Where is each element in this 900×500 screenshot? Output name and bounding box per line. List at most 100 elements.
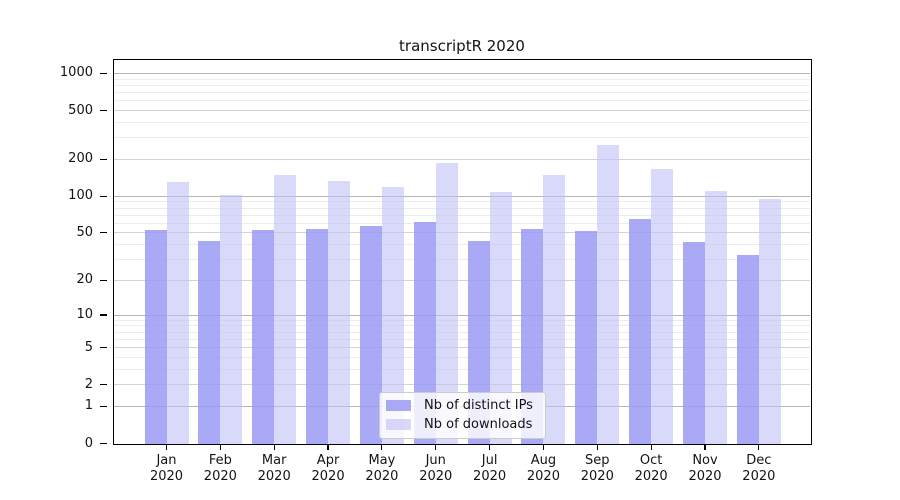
major-gridline (114, 195, 810, 197)
legend-label-downloads: Nb of downloads (424, 417, 533, 432)
minor-gridline (114, 259, 810, 261)
y-tick-mark (100, 232, 107, 234)
x-tick-mark (704, 445, 706, 450)
minor-gridline (114, 201, 810, 203)
x-tick-mark (542, 445, 545, 450)
bar-distinct-ips (575, 230, 598, 444)
x-tick-mark (219, 445, 221, 450)
major-gridline (114, 110, 810, 112)
y-tick-label: 0 (84, 435, 93, 451)
y-tick-label: 200 (68, 151, 93, 167)
minor-gridline (114, 325, 810, 327)
bar-downloads (651, 169, 674, 444)
bar-distinct-ips (198, 240, 221, 444)
legend-item-downloads: Nb of downloads (386, 416, 537, 434)
plot-area (114, 60, 810, 444)
y-tick-mark (100, 346, 107, 349)
major-gridline (114, 384, 810, 386)
minor-gridline (114, 319, 810, 321)
bar-downloads (220, 194, 243, 444)
bar-downloads (758, 199, 781, 444)
chart-title: transcriptR 2020 (399, 37, 525, 55)
x-tick-label: Mar 2020 (257, 452, 291, 485)
y-tick-mark (100, 195, 107, 197)
x-tick-mark (650, 445, 652, 450)
legend-swatch-distinct-ips (386, 400, 411, 411)
major-gridline (114, 314, 810, 316)
x-tick-mark (758, 445, 760, 450)
x-tick-label: Aug 2020 (526, 452, 560, 485)
minor-gridline (114, 214, 810, 216)
x-tick-label: Jun 2020 (419, 452, 453, 485)
y-tick-mark (100, 279, 107, 282)
minor-gridline (114, 100, 810, 102)
bar-distinct-ips (683, 242, 705, 444)
bar-downloads (381, 187, 404, 444)
y-tick-mark (100, 72, 107, 75)
x-tick-mark (273, 445, 275, 450)
bar-distinct-ips (144, 229, 167, 444)
x-tick-mark (327, 445, 329, 450)
bar-downloads (543, 174, 566, 444)
bar-distinct-ips (521, 228, 544, 444)
bar-downloads (166, 181, 189, 444)
y-tick-mark (100, 442, 107, 445)
bar-distinct-ips (629, 219, 652, 444)
x-axis: Jan 2020 Feb 2020 Mar 2020 Apr 2020 May 2020… (114, 444, 810, 500)
y-tick-label: 50 (76, 224, 93, 240)
minor-gridline (114, 121, 810, 123)
legend-swatch-downloads (386, 419, 411, 430)
major-gridline (114, 158, 810, 160)
bar-distinct-ips (413, 222, 436, 444)
x-tick-mark (165, 445, 168, 450)
legend-item-distinct-ips: Nb of distinct IPs (386, 397, 537, 415)
minor-gridline (114, 338, 810, 340)
x-tick-label: Dec 2020 (742, 452, 776, 485)
y-tick-label: 5 (84, 339, 93, 355)
y-tick-mark (100, 109, 107, 112)
bar-downloads (435, 163, 458, 444)
minor-gridline (114, 244, 810, 246)
y-tick-mark (100, 384, 107, 386)
y-tick-label: 20 (76, 272, 93, 288)
major-gridline (114, 279, 810, 281)
bar-distinct-ips (359, 226, 382, 444)
major-gridline (114, 347, 810, 349)
bar-downloads (489, 192, 512, 444)
bar-downloads (328, 181, 351, 444)
bar-downloads (597, 145, 620, 444)
x-tick-mark (596, 445, 598, 450)
y-axis: 0 1 2 5 10 20 50 100 200 500 1000 (0, 60, 107, 451)
y-tick-label: 500 (68, 102, 93, 118)
minor-gridline (114, 368, 810, 370)
bar-distinct-ips (252, 229, 275, 444)
bar-distinct-ips (306, 228, 329, 444)
major-gridline (114, 232, 810, 234)
x-tick-mark (381, 445, 383, 450)
y-tick-label: 10 (76, 307, 93, 323)
x-tick-label: Jul 2020 (473, 452, 507, 485)
minor-gridline (114, 84, 810, 86)
x-tick-label: Feb 2020 (203, 452, 237, 485)
y-tick-label: 1 (84, 398, 93, 414)
y-tick-label: 100 (68, 188, 93, 204)
x-tick-label: Apr 2020 (311, 452, 345, 485)
x-tick-label: Jan 2020 (149, 452, 184, 485)
minor-gridline (114, 78, 810, 80)
x-tick-label: May 2020 (365, 452, 399, 485)
x-tick-mark (435, 445, 437, 450)
x-tick-label: Sep 2020 (580, 452, 614, 485)
minor-gridline (114, 331, 810, 333)
y-tick-mark (100, 158, 107, 161)
legend: Nb of distinct IPs Nb of downloads (379, 391, 546, 439)
minor-gridline (114, 222, 810, 224)
y-tick-label: 2 (84, 376, 93, 392)
minor-gridline (114, 207, 810, 209)
x-tick-label: Oct 2020 (634, 452, 668, 485)
minor-gridline (114, 137, 810, 139)
bar-downloads (705, 191, 727, 444)
y-tick-mark (100, 405, 107, 407)
y-tick-mark (100, 314, 107, 316)
x-tick-mark (489, 445, 491, 450)
